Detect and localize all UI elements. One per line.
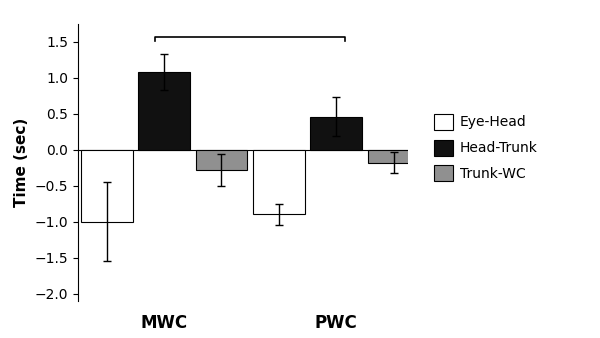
Legend: Eye-Head, Head-Trunk, Trunk-WC: Eye-Head, Head-Trunk, Trunk-WC (428, 108, 544, 187)
Bar (196, 150, 247, 170)
Bar (253, 150, 305, 214)
Y-axis label: Time (sec): Time (sec) (14, 118, 29, 207)
Bar (368, 150, 419, 163)
Bar (81, 150, 133, 222)
Bar (310, 117, 362, 150)
Bar (138, 72, 190, 150)
